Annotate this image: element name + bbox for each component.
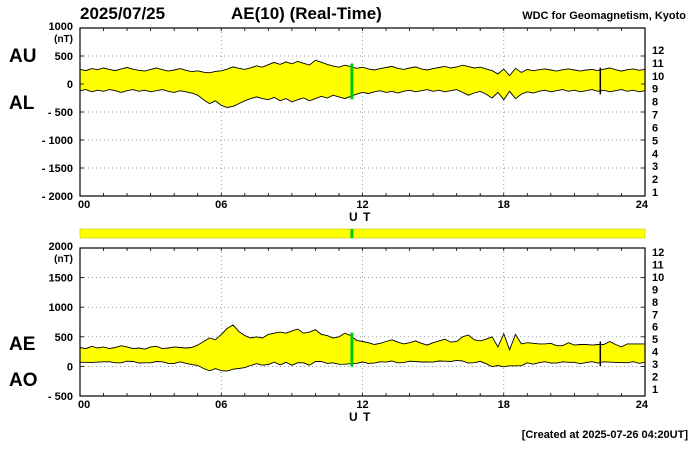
station-count-3: 3 — [652, 359, 658, 371]
station-count-4: 4 — [652, 148, 659, 160]
x-tick-label: 18 — [498, 199, 510, 211]
x-tick-label: 18 — [498, 399, 510, 411]
station-count-5: 5 — [652, 135, 658, 147]
station-count-2: 2 — [652, 174, 658, 186]
y-tick-label: 500 — [55, 332, 73, 344]
created-timestamp: [Created at 2025-07-26 04:20UT] — [521, 429, 688, 441]
al-trace — [79, 89, 646, 108]
y-tick-label: - 500 — [48, 107, 73, 119]
y-tick-label: 1500 — [49, 273, 73, 285]
station-count-4: 4 — [652, 347, 659, 359]
station-count-12: 12 — [652, 247, 664, 259]
station-count-9: 9 — [652, 84, 658, 96]
station-count-5: 5 — [652, 334, 658, 346]
ao-trace — [80, 359, 646, 372]
y-tick-label: - 500 — [48, 391, 73, 403]
station-count-10: 10 — [652, 272, 664, 284]
y-tick-label: 0 — [67, 79, 73, 91]
au-trace — [79, 59, 646, 77]
y-tick-label: 2000 — [49, 241, 73, 253]
station-count-2: 2 — [652, 372, 658, 384]
panel-border — [79, 27, 646, 197]
y-tick-label: 1000 — [49, 302, 73, 314]
series-label-ao: AO — [9, 370, 38, 391]
x-tick-label: 00 — [78, 399, 90, 411]
x-tick-label: 06 — [215, 199, 227, 211]
x-tick-label: 12 — [356, 399, 368, 411]
availability-bar — [79, 228, 646, 239]
panel-au-al — [79, 27, 646, 197]
x-tick-label: 12 — [356, 199, 368, 211]
x-axis-label-bottom: U T — [349, 410, 372, 424]
panel-ae-ao — [79, 247, 646, 397]
x-tick-label: 24 — [636, 199, 649, 211]
station-count-11: 11 — [652, 259, 664, 271]
station-count-8: 8 — [652, 97, 658, 109]
ae-trace — [79, 324, 645, 352]
station-count-9: 9 — [652, 284, 658, 296]
station-count-7: 7 — [652, 309, 658, 321]
data-source: WDC for Geomagnetism, Kyoto — [522, 10, 686, 22]
series-label-au: AU — [9, 46, 37, 67]
station-count-11: 11 — [652, 58, 664, 70]
station-count-6: 6 — [652, 322, 658, 334]
y-axis-unit: (nT) — [54, 254, 73, 265]
station-count-1: 1 — [652, 187, 658, 199]
series-label-al: AL — [9, 93, 35, 114]
x-tick-label: 00 — [78, 199, 90, 211]
plot-date: 2025/07/25 — [80, 4, 166, 23]
availability-marker — [350, 229, 354, 238]
y-tick-label: - 2000 — [42, 191, 73, 203]
y-tick-label: 500 — [55, 51, 73, 63]
index-band — [80, 325, 645, 371]
station-count-8: 8 — [652, 297, 658, 309]
y-tick-label: 0 — [67, 361, 73, 373]
panel-border — [79, 247, 646, 397]
plot-title: AE(10) (Real-Time) — [231, 4, 382, 23]
x-axis-label-top: U T — [349, 210, 372, 224]
y-tick-label: - 1000 — [42, 135, 73, 147]
station-count-6: 6 — [652, 122, 658, 134]
station-count-10: 10 — [652, 71, 664, 83]
station-count-1: 1 — [652, 384, 658, 396]
y-tick-label: 1000 — [49, 21, 73, 33]
y-tick-label: - 1500 — [42, 163, 73, 175]
x-tick-label: 24 — [636, 399, 649, 411]
x-tick-label: 06 — [215, 399, 227, 411]
station-count-7: 7 — [652, 110, 658, 122]
index-band — [80, 60, 645, 108]
station-count-3: 3 — [652, 161, 658, 173]
station-count-12: 12 — [652, 45, 664, 57]
series-label-ae: AE — [9, 334, 36, 355]
y-axis-unit: (nT) — [54, 34, 73, 45]
